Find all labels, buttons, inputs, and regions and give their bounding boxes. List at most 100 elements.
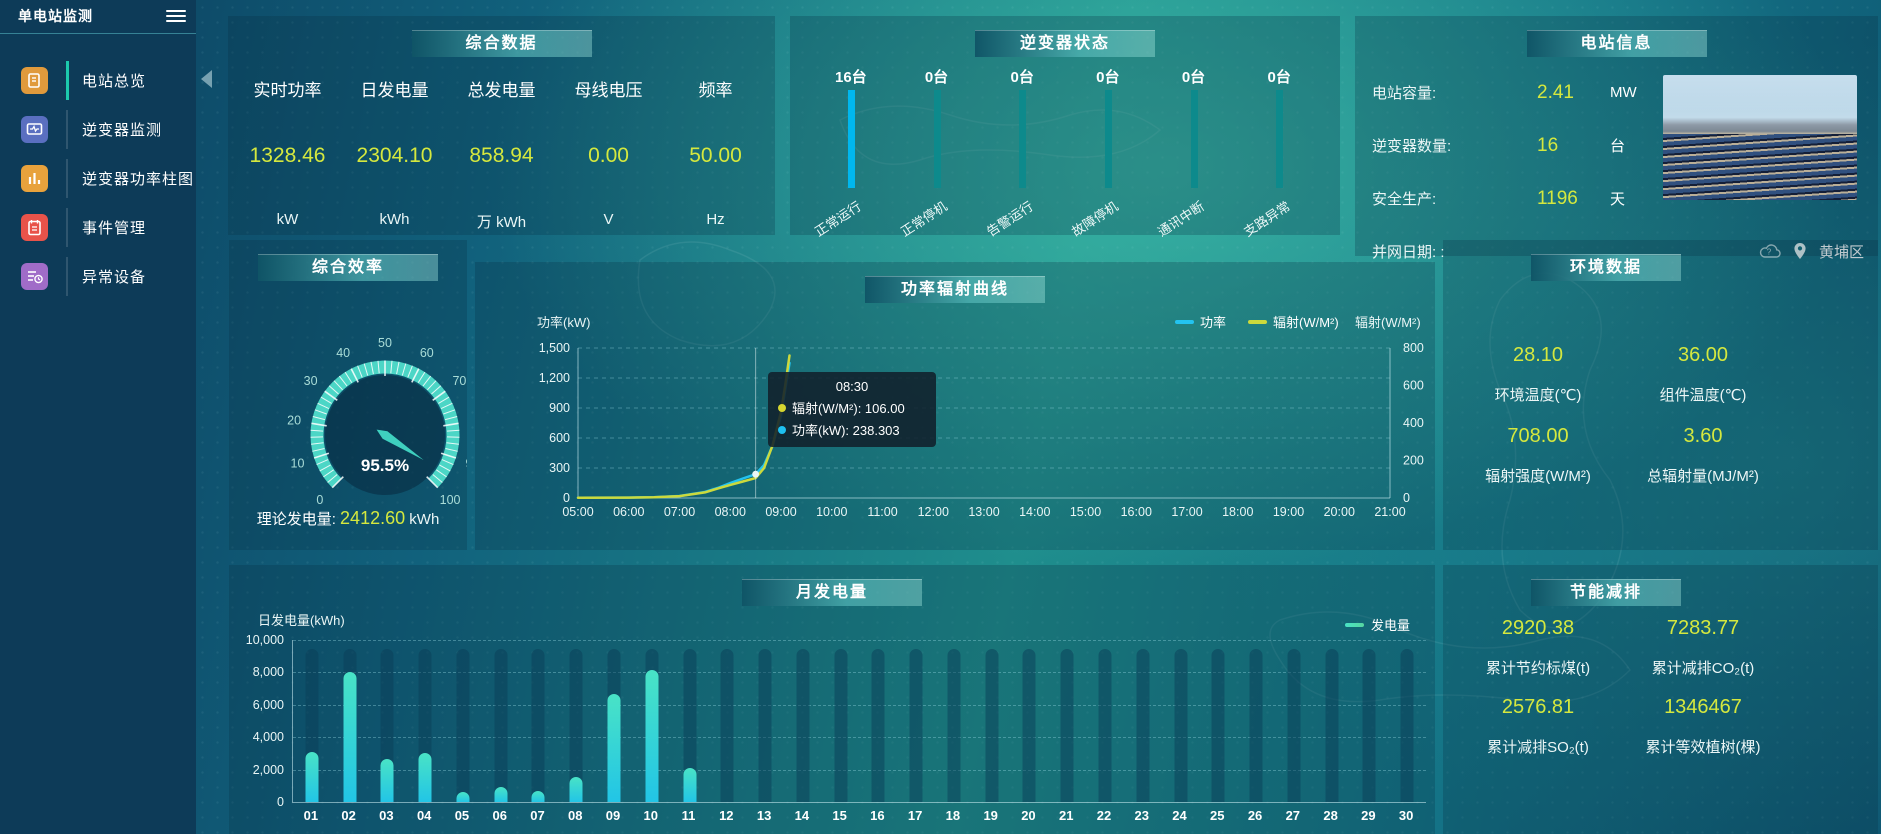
right-axis-name: 辐射(W/M²) — [1355, 315, 1421, 330]
bar-slot — [935, 640, 973, 802]
background-bar — [1249, 649, 1263, 802]
x-tick-label: 19 — [983, 808, 998, 823]
gridline — [293, 640, 1426, 641]
row-value: 16 — [1537, 134, 1559, 156]
legend-label: 发电量 — [1370, 618, 1410, 633]
background-bar — [1060, 649, 1074, 802]
row-label: 电站容量: — [1372, 85, 1437, 102]
metric: 2920.38 累计节约标煤(t) — [1453, 617, 1623, 678]
svg-text:70: 70 — [452, 374, 466, 388]
status-count: 0台 — [1096, 69, 1120, 86]
x-tick-label: 07:00 — [663, 505, 696, 519]
svg-text:30: 30 — [304, 374, 318, 388]
tooltip-text: 辐射(W/M²): 106.00 — [792, 401, 905, 416]
bar-slot — [1275, 640, 1313, 802]
bar-slot — [671, 640, 709, 802]
location-pin-icon[interactable] — [1793, 242, 1807, 260]
metric-label: 实时功率 — [253, 81, 322, 100]
row-value: 2.41 — [1537, 81, 1574, 103]
inverter-status-bars: 16台 正常运行 0台 正常停机 0台 告警运行 0台 故障停机 0台 通讯中断 0台 支路异常 — [808, 64, 1322, 239]
gridline — [293, 672, 1426, 674]
hamburger-menu-icon[interactable] — [166, 7, 186, 23]
status-bar — [933, 90, 941, 188]
background-bar — [1174, 649, 1187, 802]
gridline — [293, 769, 1426, 771]
gridline — [293, 704, 1426, 706]
bar-slot — [520, 640, 558, 802]
svg-text:300: 300 — [549, 461, 570, 475]
status-bar — [847, 90, 855, 188]
summary-metric: 总发电量 858.94 万 kWh — [448, 68, 555, 235]
x-tick-label: 08:00 — [714, 505, 746, 519]
svg-text:1,500: 1,500 — [539, 341, 570, 355]
value-bar — [569, 776, 583, 802]
tooltip-row: 功率(kW): 238.303 — [778, 420, 926, 439]
bar-chart-legend[interactable]: 发电量 — [1344, 615, 1410, 634]
bar-slot — [482, 640, 520, 802]
sidebar-item-5[interactable]: 异常设备 — [0, 252, 196, 301]
panel-title: 月发电量 — [742, 579, 922, 606]
x-tick-label: 02 — [341, 808, 356, 823]
bar-slot — [1388, 640, 1426, 802]
metric-label: 累计等效植树(棵) — [1645, 739, 1761, 756]
weather-cloud-icon[interactable]: ? — [1759, 243, 1781, 259]
sidebar-item-label: 逆变器监测 — [82, 122, 163, 139]
gridline — [293, 737, 1426, 739]
metric-value: 0.00 — [588, 144, 629, 167]
x-tick-label: 12:00 — [917, 505, 949, 519]
inverter-status-item: 0台 告警运行 — [979, 64, 1065, 239]
svg-text:0: 0 — [563, 491, 570, 505]
metric-value: 7283.77 — [1666, 617, 1740, 639]
tooltip-time: 08:30 — [835, 379, 869, 394]
background-bar — [758, 649, 772, 802]
value-bar — [645, 670, 659, 802]
metric-label: 总辐射量(MJ/M²) — [1647, 468, 1759, 485]
sidebar-item-2[interactable]: 逆变器监测 — [0, 105, 196, 154]
legend-item[interactable]: 辐射(W/M²) — [1248, 312, 1339, 331]
bar-slot — [1237, 640, 1275, 802]
bar-slot — [897, 640, 935, 802]
abnormal-device-icon — [21, 263, 48, 290]
svg-text:600: 600 — [1403, 379, 1424, 393]
grid-connection-date-label: 并网日期: : — [1372, 243, 1445, 261]
summary-metrics: 实时功率 1328.46 kW 日发电量 2304.10 kWh 总发电量 858.94 万 k… — [234, 68, 769, 235]
y-axis-ticks: 10,000 8,000 6,000 4,000 2,000 0 — [229, 633, 284, 809]
station-info-row: 安全生产: 1196 天 — [1372, 172, 1637, 225]
panel-title: 逆变器状态 — [975, 30, 1155, 57]
legend-item[interactable]: 功率 — [1175, 312, 1226, 331]
sidebar-header: 单电站监测 — [0, 0, 196, 34]
metric-unit: kWh — [379, 211, 410, 228]
x-tick-label: 06 — [492, 808, 507, 823]
x-tick-label: 23 — [1134, 808, 1149, 823]
svg-text:40: 40 — [336, 346, 350, 360]
x-tick-label: 18:00 — [1222, 505, 1254, 519]
sidebar-item-3[interactable]: 逆变器功率柱图 — [0, 154, 196, 203]
bar-slot — [331, 640, 369, 802]
x-tick-label: 13:00 — [968, 505, 1000, 519]
metric-unit: V — [603, 211, 614, 228]
panel-title: 节能减排 — [1531, 579, 1681, 606]
y-tick-label: 10,000 — [245, 633, 284, 647]
status-count: 0台 — [1010, 69, 1034, 86]
metric-label: 环境温度(℃) — [1494, 387, 1582, 404]
sidebar-item-4[interactable]: 事件管理 — [0, 203, 196, 252]
y-tick-label: 6,000 — [252, 697, 284, 712]
svg-text:900: 900 — [549, 401, 570, 415]
y-tick-label: 0 — [277, 795, 284, 809]
metric-label: 日发电量 — [360, 81, 429, 100]
metric-label: 频率 — [698, 81, 733, 100]
bar-slot — [1162, 640, 1200, 802]
inverter-status-item: 0台 故障停机 — [1065, 64, 1151, 239]
value-bar — [607, 693, 621, 802]
panel-title: 综合效率 — [258, 254, 438, 281]
collapse-panel-arrow-icon[interactable] — [201, 70, 212, 88]
background-bar — [947, 649, 961, 802]
status-count: 0台 — [1267, 69, 1291, 86]
x-tick-label: 21:00 — [1374, 505, 1406, 519]
x-tick-label: 06:00 — [613, 505, 645, 519]
value-bar — [418, 753, 432, 802]
x-tick-label: 15 — [832, 808, 847, 823]
x-tick-label: 30 — [1398, 808, 1414, 823]
item-divider — [66, 110, 68, 149]
sidebar-item-1[interactable]: 电站总览 — [0, 56, 196, 105]
